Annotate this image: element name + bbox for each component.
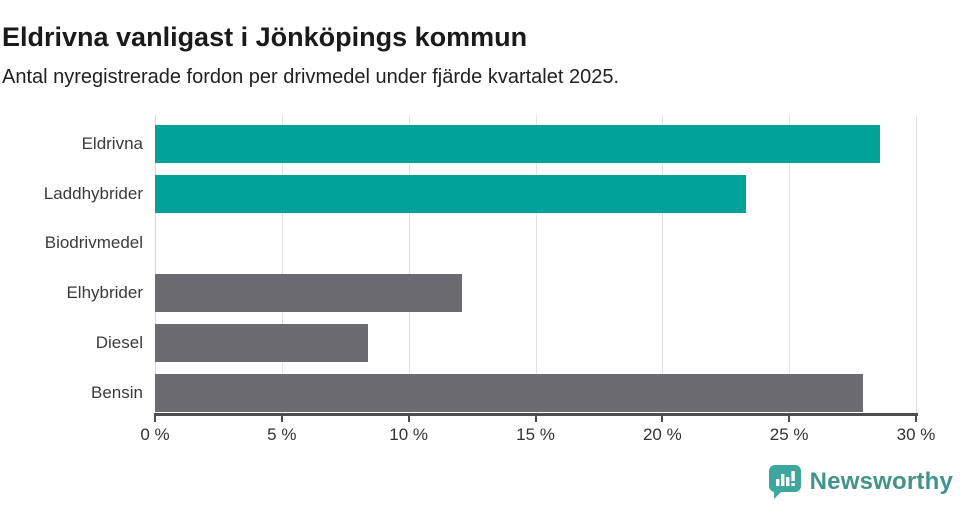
bar-track (155, 264, 917, 314)
gridline-10 (408, 115, 410, 414)
gridline-20 (662, 115, 664, 414)
x-axis-tick (407, 416, 410, 422)
x-axis-tick (661, 416, 664, 422)
y-axis-label: Biodrivmedel (44, 233, 143, 253)
y-axis-label: Bensin (91, 382, 143, 402)
gridline-5 (281, 115, 283, 414)
chart-row-eldrivna: Eldrivna (0, 115, 917, 165)
chart-row-elhybrider: Elhybrider (0, 264, 917, 314)
x-axis-tick (534, 416, 537, 422)
bar-eldrivna (155, 124, 881, 163)
x-axis-tick-label: 30 % (896, 425, 936, 444)
bar-laddhybrider (155, 174, 747, 213)
x-axis-tick-label: 10 % (389, 425, 429, 444)
y-axis-label: Diesel (95, 333, 143, 353)
gridline-layer (155, 115, 917, 414)
bar-track (155, 364, 917, 414)
x-axis-tick-label: 20 % (642, 425, 682, 444)
newsworthy-wordmark: Newsworthy (809, 468, 953, 495)
gridline-0 (155, 115, 156, 414)
x-axis-tick-label: 25 % (769, 425, 809, 444)
chart-row-bensin: Bensin (0, 364, 917, 414)
x-axis-tick (154, 416, 156, 422)
x-axis-tick (788, 416, 791, 422)
bar-bensin (155, 373, 863, 412)
bar-diesel (155, 324, 369, 363)
newsworthy-logo: Newsworthy (768, 465, 953, 499)
x-axis-tick (280, 416, 283, 422)
gridline-15 (535, 115, 537, 414)
x-axis-line (154, 413, 918, 416)
bar-track (155, 215, 917, 265)
y-axis-label: Eldrivna (81, 133, 143, 153)
x-axis-tick-label: 5 % (267, 425, 297, 444)
bar-rows: Eldrivna Laddhybrider Biodrivmedel Elhybrid… (0, 115, 960, 414)
x-axis-tick-label: 0 % (140, 425, 170, 444)
x-axis-tick (915, 416, 917, 422)
chart-subtitle: Antal nyregistrerade fordon per drivmede… (2, 66, 620, 88)
gridline-30 (916, 115, 917, 414)
bar-track (155, 165, 917, 215)
bar-elhybrider (155, 274, 462, 313)
y-axis-label: Laddhybrider (43, 183, 143, 203)
chart-row-laddhybrider: Laddhybrider (0, 165, 917, 215)
gridline-25 (789, 115, 791, 414)
y-axis-label: Elhybrider (66, 283, 143, 303)
bar-chart: Eldrivna Laddhybrider Biodrivmedel Elhybrid… (0, 115, 960, 444)
bar-track (155, 115, 917, 165)
chart-row-diesel: Diesel (0, 314, 917, 364)
bar-chart-speech-bubble-icon (768, 465, 801, 499)
bar-track (155, 314, 917, 364)
chart-row-biodrivmedel: Biodrivmedel (0, 215, 917, 265)
chart-title: Eldrivna vanligast i Jönköpings kommun (2, 22, 528, 53)
x-axis-tick-label: 15 % (516, 425, 555, 444)
